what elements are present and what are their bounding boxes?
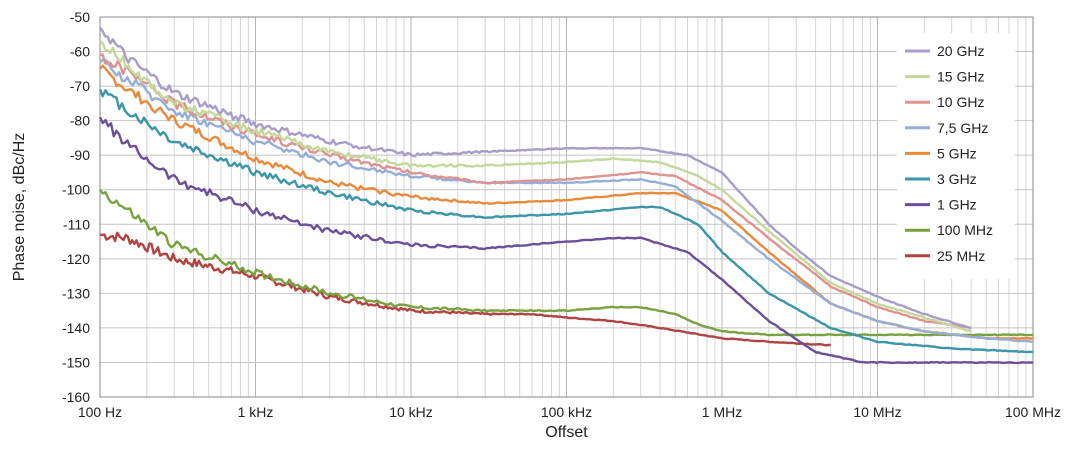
- x-tick-label: 10 MHz: [853, 404, 901, 420]
- x-tick-labels: 100 Hz 1 kHz 10 kHz 100 kHz 1 MHz 10 MHz 100 M…: [78, 404, 1061, 420]
- legend-label: 1 GHz: [937, 197, 977, 213]
- legend-label: 10 GHz: [937, 94, 984, 110]
- series-line: [98, 89, 1034, 354]
- y-tick-label: -150: [62, 354, 90, 370]
- x-axis-title: Offset: [545, 424, 588, 441]
- x-tick-label: 1 MHz: [702, 404, 742, 420]
- y-axis-title: Phase noise, dBc/Hz: [11, 133, 28, 282]
- y-tick-label: -60: [70, 44, 90, 60]
- y-tick-label: -70: [70, 78, 90, 94]
- series-line: [99, 58, 1033, 343]
- series-line: [99, 231, 831, 347]
- y-tick-label: -140: [62, 320, 90, 336]
- legend-label: 25 MHz: [937, 248, 985, 264]
- series-line: [99, 26, 972, 330]
- series-line: [99, 53, 972, 330]
- y-tick-label: -50: [70, 9, 90, 25]
- plot-frame: [99, 16, 1034, 398]
- x-tick-label: 100 MHz: [1005, 404, 1061, 420]
- y-tick-label: -80: [70, 113, 90, 129]
- x-tick-label: 100 kHz: [541, 404, 592, 420]
- series-line: [99, 188, 1034, 337]
- legend-box: [897, 33, 1015, 279]
- legend: 20 GHz 15 GHz 10 GHz 7,5 GHz 5 GHz 3 GHz 1 GHz…: [897, 33, 1015, 279]
- y-tick-label: -110: [63, 216, 90, 232]
- legend-label: 15 GHz: [937, 69, 984, 85]
- legend-label: 7,5 GHz: [937, 120, 988, 136]
- y-tick-labels: -50 -60 -70 -80 -90 -100 -110 -120 -130 -140 -150 -…: [62, 9, 90, 405]
- legend-label: 20 GHz: [937, 43, 984, 59]
- legend-label: 100 MHz: [937, 222, 993, 238]
- legend-label: 5 GHz: [937, 145, 977, 161]
- series-line: [99, 40, 972, 333]
- series-line: [98, 116, 1033, 365]
- series-lines: [98, 26, 1034, 365]
- x-tick-label: 1 kHz: [238, 404, 274, 420]
- y-tick-label: -120: [62, 251, 90, 267]
- y-tick-label: -90: [70, 147, 90, 163]
- y-tick-label: -160: [62, 389, 90, 405]
- x-tick-label: 100 Hz: [78, 404, 122, 420]
- x-tick-label: 10 kHz: [389, 404, 433, 420]
- y-tick-label: -130: [62, 285, 90, 301]
- legend-label: 3 GHz: [937, 171, 977, 187]
- y-tick-label: -100: [62, 182, 90, 198]
